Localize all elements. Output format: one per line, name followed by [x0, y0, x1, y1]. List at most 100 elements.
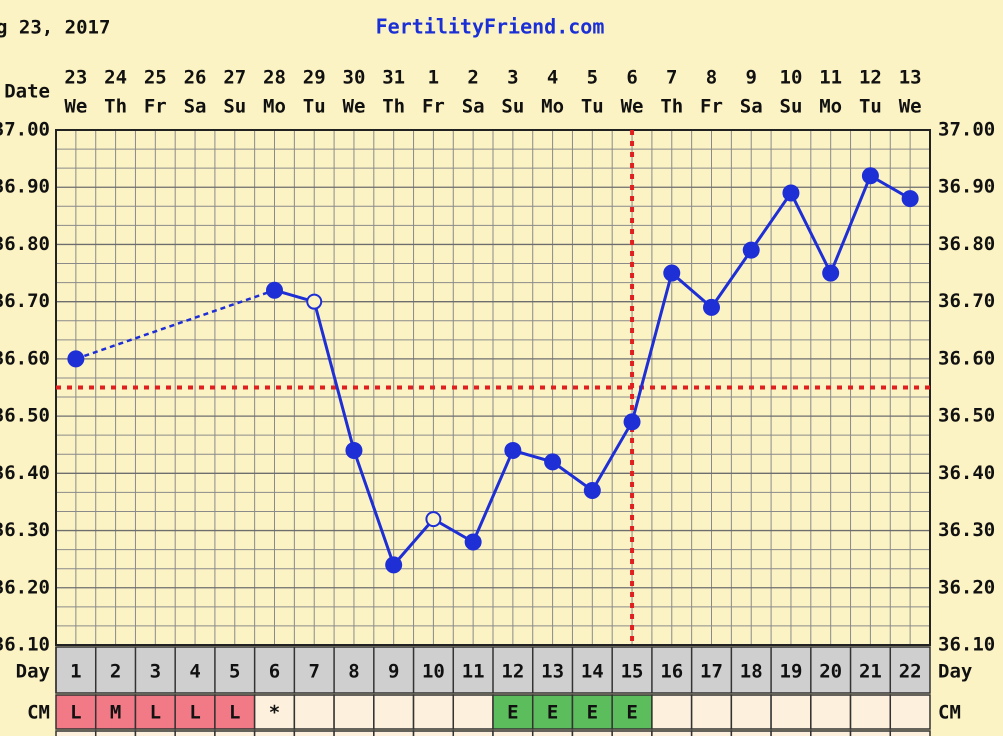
- point: [782, 184, 800, 202]
- day-number: 13: [541, 661, 564, 683]
- y-tick-label: 36.10: [0, 634, 50, 656]
- marks: [56, 130, 930, 645]
- next-row-cell: [174, 730, 216, 736]
- cm-cell: [134, 694, 176, 730]
- cm-value: E: [507, 702, 518, 724]
- y-tick-label: 37.00: [0, 119, 50, 141]
- point: [504, 441, 522, 459]
- hollow-point: [425, 511, 442, 528]
- day-label: Day: [16, 661, 50, 683]
- chart-title: FertilityFriend.com: [376, 15, 605, 39]
- day-number: 18: [740, 661, 763, 683]
- day-number: 14: [581, 661, 604, 683]
- y2-tick-label: 36.30: [938, 519, 995, 541]
- weekday-label: Th: [382, 96, 405, 118]
- next-row-cell: [690, 730, 733, 736]
- y2-tick-label: 36.60: [938, 347, 995, 369]
- day-number: 12: [501, 661, 524, 683]
- day-number: 11: [462, 661, 485, 683]
- day-number: 4: [189, 661, 200, 683]
- point: [901, 190, 919, 208]
- date-label: 1: [428, 67, 439, 89]
- date-label: 12: [859, 67, 882, 89]
- cm-cell: [333, 694, 375, 730]
- weekday-label: Tu: [581, 96, 604, 118]
- date-label: 8: [706, 67, 717, 89]
- next-row-cell: [134, 730, 176, 736]
- cm-cell: [452, 694, 494, 730]
- date-label: 27: [223, 67, 246, 89]
- hollow-point: [306, 293, 323, 310]
- next-row-cell: [849, 730, 892, 736]
- day-number: 2: [110, 661, 121, 683]
- date-label: 7: [666, 67, 677, 89]
- cm-value: M: [110, 702, 121, 724]
- weekday-label: Tu: [303, 96, 326, 118]
- cm-value: L: [229, 702, 240, 724]
- point: [464, 533, 482, 551]
- weekday-label: Su: [780, 96, 803, 118]
- day-number: 21: [859, 661, 882, 683]
- date-label: 6: [626, 67, 637, 89]
- date-label: 13: [899, 67, 922, 89]
- y-tick-label: 36.70: [0, 290, 50, 312]
- next-row-cell: [333, 730, 375, 736]
- weekday-label: We: [343, 96, 366, 118]
- point: [742, 241, 760, 259]
- cm-label-right: CM: [938, 702, 961, 724]
- day-number: 5: [229, 661, 240, 683]
- point: [623, 413, 641, 431]
- cm-cell: [849, 694, 892, 730]
- y2-tick-label: 36.20: [938, 576, 995, 598]
- next-row-cell: [55, 730, 97, 736]
- next-row-cell: [253, 730, 296, 736]
- cm-cell: [253, 694, 296, 730]
- point: [663, 264, 681, 282]
- y2-tick-label: 36.50: [938, 405, 995, 427]
- cm-cell: [690, 694, 733, 730]
- date-label: 11: [819, 67, 842, 89]
- gap-connector: [75, 289, 275, 361]
- weekday-label: Fr: [700, 96, 723, 118]
- weekday-label: Tu: [859, 96, 882, 118]
- cm-cell: [730, 694, 772, 730]
- point: [544, 453, 562, 471]
- date-label: 2: [467, 67, 478, 89]
- next-row-cell: [730, 730, 772, 736]
- weekday-label: We: [621, 96, 644, 118]
- point: [345, 441, 363, 459]
- cm-cell: [412, 694, 455, 730]
- weekday-label: We: [899, 96, 922, 118]
- weekday-label: Sa: [740, 96, 763, 118]
- weekday-label: Mo: [819, 96, 842, 118]
- date-label: 31: [382, 67, 405, 89]
- date-label: Date: [4, 81, 50, 103]
- y2-tick-label: 37.00: [938, 119, 995, 141]
- cm-cell: [174, 694, 216, 730]
- date-label: 26: [184, 67, 207, 89]
- cm-cell: [55, 694, 97, 730]
- cm-cell: [810, 694, 852, 730]
- cm-cell: [214, 694, 256, 730]
- date-label: 5: [587, 67, 598, 89]
- cm-cell: [889, 694, 931, 730]
- weekday-label: Sa: [462, 96, 485, 118]
- next-row-cell: [412, 730, 455, 736]
- point: [385, 556, 403, 574]
- weekday-label: Su: [501, 96, 524, 118]
- y2-tick-label: 36.40: [938, 462, 995, 484]
- y-tick-label: 36.80: [0, 233, 50, 255]
- next-row-cell: [770, 730, 812, 736]
- date-label: 30: [343, 67, 366, 89]
- cm-cell: [651, 694, 693, 730]
- cm-value: *: [269, 702, 280, 724]
- cm-value: L: [189, 702, 200, 724]
- day-number: 20: [819, 661, 842, 683]
- day-number: 1: [70, 661, 81, 683]
- day-number: 17: [700, 661, 723, 683]
- next-row-cell: [611, 730, 653, 736]
- y2-tick-label: 36.70: [938, 290, 995, 312]
- weekday-label: Su: [223, 96, 246, 118]
- cm-label: CM: [27, 702, 50, 724]
